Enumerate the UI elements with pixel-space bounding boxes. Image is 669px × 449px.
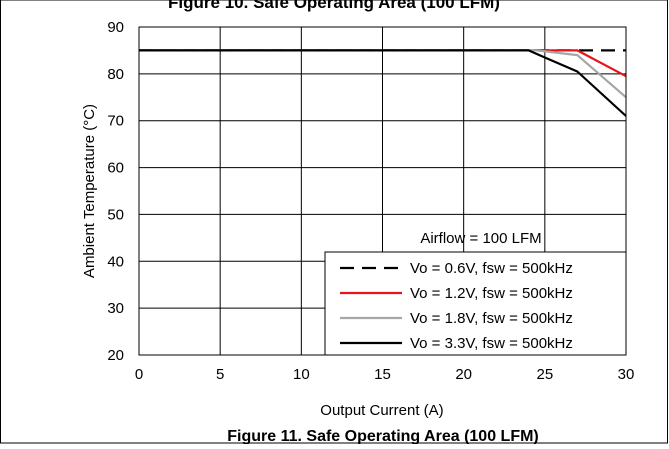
y-axis-label: Ambient Temperature (°C) (81, 104, 98, 278)
x-tick-label: 15 (374, 366, 391, 383)
y-tick-label: 90 (107, 19, 124, 36)
legend-label: Vo = 3.3V, fsw = 500kHz (410, 335, 573, 352)
legend-box (324, 251, 627, 356)
x-tick-label: 10 (293, 366, 310, 383)
legend-label: Vo = 1.2V, fsw = 500kHz (410, 285, 573, 302)
x-tick-label: 20 (455, 366, 472, 383)
grid (139, 27, 626, 355)
y-tick-labels: 20 30 40 50 60 70 80 90 (107, 19, 124, 364)
x-tick-label: 30 (618, 366, 635, 383)
y-tick-label: 20 (107, 347, 124, 364)
y-tick-label: 30 (107, 300, 124, 317)
y-tick-label: 70 (107, 113, 124, 130)
y-tick-label: 50 (107, 206, 124, 223)
y-tick-label: 60 (107, 160, 124, 177)
legend: Airflow = 100 LFM Vo = 0.6V, fsw = 500kH… (324, 230, 627, 356)
header-text: Figure 10. Safe Operating Area (100 LFM) (168, 0, 500, 12)
x-axis-label: Output Current (A) (320, 402, 443, 419)
series-line (139, 49, 627, 117)
legend-items: Vo = 0.6V, fsw = 500kHz Vo = 1.2V, fsw = … (340, 260, 573, 352)
figure-caption: Figure 11. Safe Operating Area (100 LFM) (227, 428, 539, 444)
x-tick-label: 25 (536, 366, 553, 383)
y-tick-label: 40 (107, 253, 124, 270)
x-tick-label: 0 (135, 366, 143, 383)
series-lines (139, 49, 627, 117)
legend-title: Airflow = 100 LFM (420, 230, 541, 247)
y-tick-label: 80 (107, 66, 124, 83)
x-tick-labels: 0 5 10 15 20 25 30 (135, 366, 635, 383)
legend-label: Vo = 1.8V, fsw = 500kHz (410, 310, 573, 327)
x-tick-label: 5 (216, 366, 224, 383)
legend-label: Vo = 0.6V, fsw = 500kHz (410, 260, 573, 277)
